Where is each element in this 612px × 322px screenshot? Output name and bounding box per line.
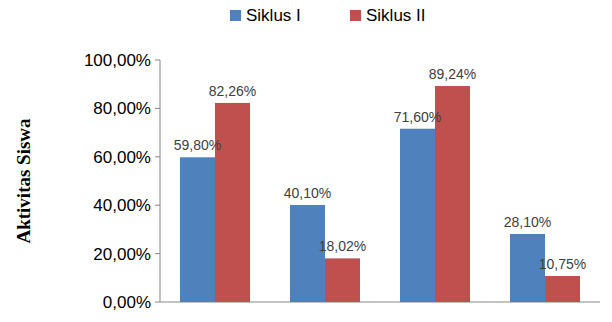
data-label: 59,80% [174,137,221,153]
y-axis-title: Aktivitas Siswa [13,118,34,244]
data-label: 28,10% [504,214,551,230]
tick-mark [155,302,160,303]
legend: Siklus I Siklus II [230,6,426,25]
bar [215,103,250,302]
data-labels: 59,80% 82,26% 40,10% 18,02% 71,60% 89,24% 28,1… [174,66,586,272]
bar [325,258,360,302]
tick-label: 80,00% [93,99,151,118]
data-label: 10,75% [539,256,586,272]
bar [180,157,215,302]
legend-label: Siklus I [246,6,301,25]
tick-label: 40,00% [93,196,151,215]
tick-label: 20,00% [93,245,151,264]
tick-mark [155,108,160,109]
tick-label: 100,00% [84,51,151,70]
tick-mark [155,156,160,157]
legend-swatch [350,10,361,21]
data-label: 40,10% [284,185,331,201]
data-label: 82,26% [209,83,256,99]
data-label: 89,24% [429,66,476,82]
legend-label: Siklus II [366,6,426,25]
tick-mark [155,205,160,206]
y-axis [160,60,161,302]
bar [545,276,580,302]
data-label: 18,02% [319,238,366,254]
tick-mark [155,60,160,61]
data-label: 71,60% [394,109,441,125]
bar [400,129,435,302]
tick-mark [155,253,160,254]
tick-label: 60,00% [93,148,151,167]
bars [180,86,580,302]
legend-swatch [230,10,241,21]
chart: 0,00% 20,00% 40,00% 60,00% 80,00% 100,00% Akti… [0,0,612,322]
tick-label: 0,00% [103,293,151,312]
